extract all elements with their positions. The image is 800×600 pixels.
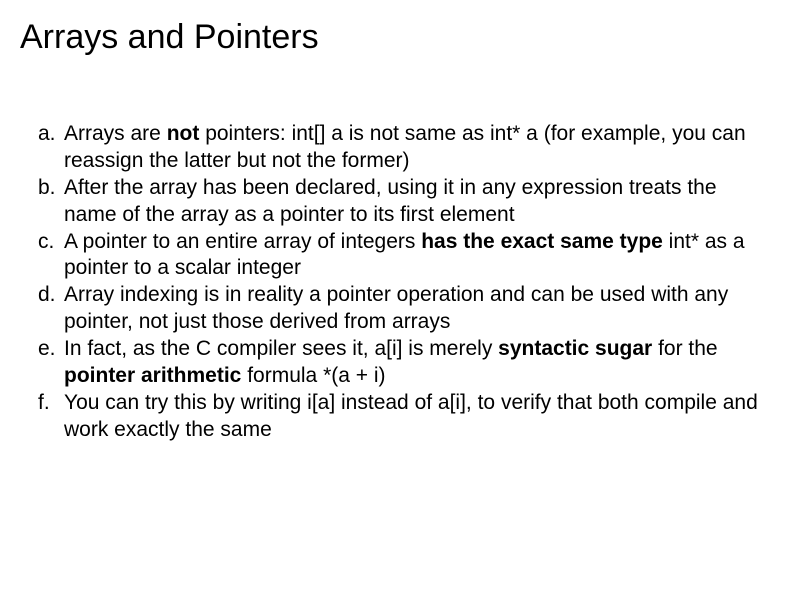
- list-item: c.A pointer to an entire array of intege…: [38, 229, 772, 283]
- list-item: e.In fact, as the C compiler sees it, a[…: [38, 336, 772, 390]
- list-content: After the array has been declared, using…: [64, 175, 772, 229]
- list-marker: a.: [38, 121, 64, 175]
- list-item: a.Arrays are not pointers: int[] a is no…: [38, 121, 772, 175]
- list-content: A pointer to an entire array of integers…: [64, 229, 772, 283]
- bold-text: pointer arithmetic: [64, 364, 241, 387]
- bold-text: not: [167, 122, 200, 145]
- list-content: You can try this by writing i[a] instead…: [64, 390, 772, 444]
- text: formula *(a + i): [241, 364, 385, 387]
- text: After the array has been declared, using…: [64, 176, 717, 226]
- list-marker: b.: [38, 175, 64, 229]
- list-item: f.You can try this by writing i[a] inste…: [38, 390, 772, 444]
- text: Arrays are: [64, 122, 167, 145]
- text: for the: [652, 337, 717, 360]
- text: In fact, as the C compiler sees it, a[i]…: [64, 337, 498, 360]
- list-content: Arrays are not pointers: int[] a is not …: [64, 121, 772, 175]
- points-list: a.Arrays are not pointers: int[] a is no…: [28, 121, 772, 444]
- list-item: d.Array indexing is in reality a pointer…: [38, 282, 772, 336]
- list-marker: c.: [38, 229, 64, 283]
- list-item: b.After the array has been declared, usi…: [38, 175, 772, 229]
- list-marker: e.: [38, 336, 64, 390]
- bold-text: syntactic sugar: [498, 337, 652, 360]
- list-marker: f.: [38, 390, 64, 444]
- text: Array indexing is in reality a pointer o…: [64, 283, 728, 333]
- bold-text: has the exact same type: [421, 230, 663, 253]
- text: You can try this by writing i[a] instead…: [64, 391, 758, 441]
- slide-title: Arrays and Pointers: [20, 18, 772, 57]
- list-marker: d.: [38, 282, 64, 336]
- list-content: Array indexing is in reality a pointer o…: [64, 282, 772, 336]
- text: A pointer to an entire array of integers: [64, 230, 421, 253]
- list-content: In fact, as the C compiler sees it, a[i]…: [64, 336, 772, 390]
